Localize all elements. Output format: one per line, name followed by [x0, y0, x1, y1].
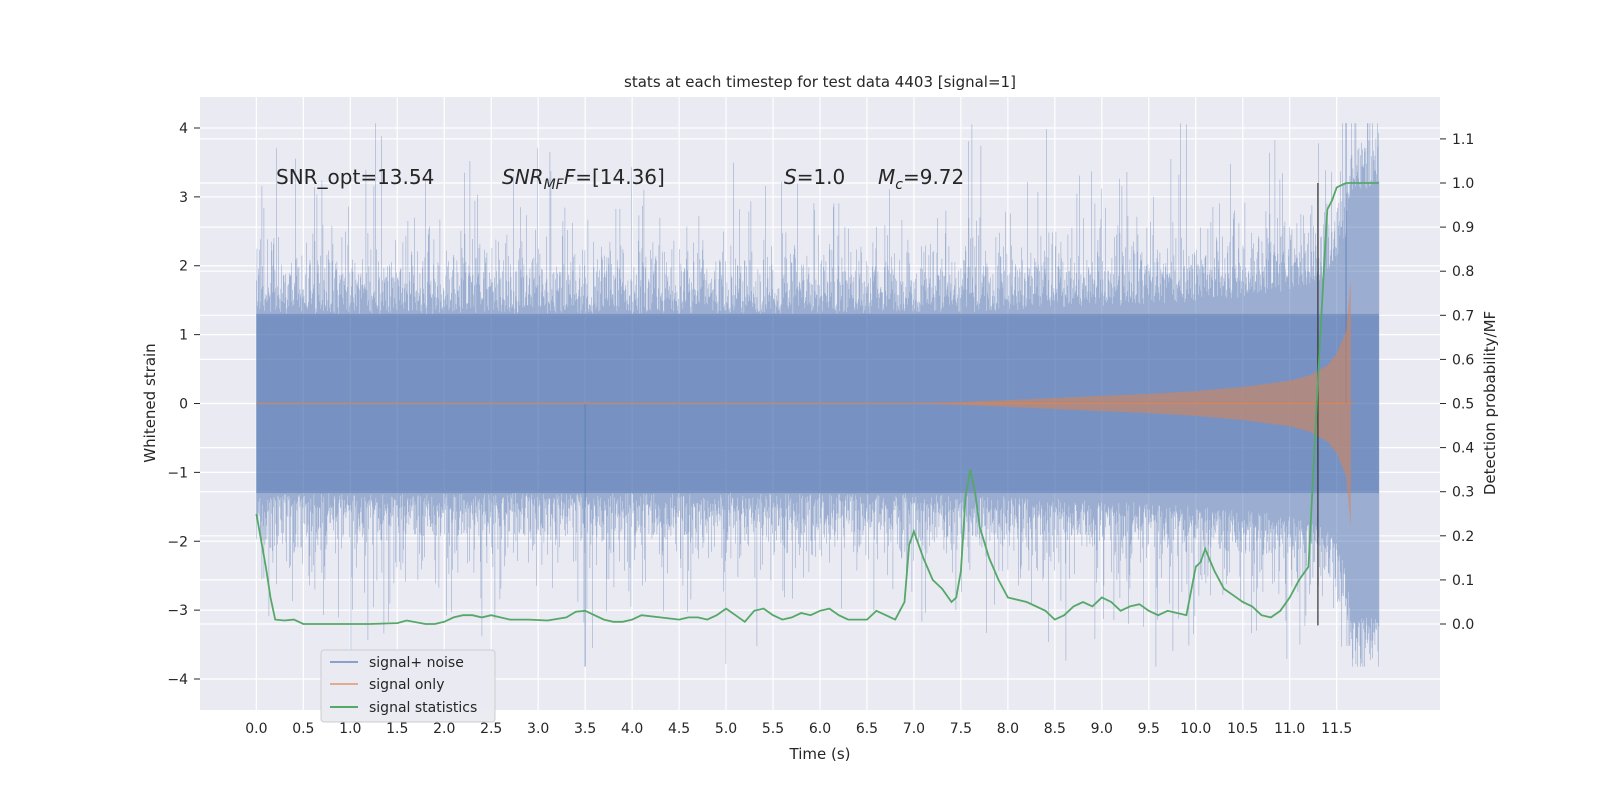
y2-tick-label: 0.0 — [1452, 617, 1474, 633]
legend-label-signal-only: signal only — [369, 677, 444, 693]
x-tick-label: 7.5 — [950, 721, 972, 737]
legend-box — [320, 649, 496, 723]
x-tick-label: 5.5 — [762, 721, 784, 737]
s-value: =1.0 — [797, 165, 846, 189]
x-tick-label: 3.5 — [574, 721, 596, 737]
x-tick-label: 0.5 — [292, 721, 314, 737]
signal-only-series — [256, 279, 1354, 528]
x-tick-label: 1.5 — [386, 721, 408, 737]
y-tick-label: 1 — [179, 328, 188, 344]
legend: signal+ noise signal only signal statist… — [320, 649, 496, 723]
y2-tick-label: 0.4 — [1452, 441, 1474, 457]
snr-mf-value: =[14.36] — [575, 165, 665, 189]
y-tick-label: −3 — [167, 603, 188, 619]
x-tick-label: 10.0 — [1180, 721, 1211, 737]
x-tick-label: 0.0 — [245, 721, 267, 737]
snr-mf-sub: MF — [544, 177, 565, 193]
legend-label-signal-noise: signal+ noise — [369, 655, 464, 671]
legend-label-signal-statistics: signal statistics — [369, 700, 477, 716]
y2-tick-label: 0.9 — [1452, 220, 1474, 236]
x-tick-label: 3.0 — [527, 721, 549, 737]
snr-mf-f: F — [564, 165, 576, 189]
s-main: S — [784, 165, 797, 189]
tick-labels: 0.0 0.5 1.0 1.5 2.0 2.5 3.0 3.5 4.0 4.5 5.0 5.5 6.0 6… — [167, 121, 1474, 737]
x-tick-label: 9.5 — [1138, 721, 1160, 737]
x-tick-label: 5.0 — [715, 721, 737, 737]
y2-tick-label: 1.0 — [1452, 176, 1474, 192]
signal-statistics-line — [255, 182, 1379, 625]
y2-tick-label: 0.5 — [1452, 397, 1474, 413]
y2-tick-label: 0.2 — [1452, 529, 1474, 545]
y2-tick-label: 0.7 — [1452, 308, 1474, 324]
snr-mf-main: SNR — [502, 165, 544, 189]
x-tick-label: 8.5 — [1044, 721, 1066, 737]
y2-tick-label: 0.1 — [1452, 573, 1474, 589]
y-tick-label: −4 — [167, 672, 188, 688]
x-tick-label: 6.0 — [809, 721, 831, 737]
mc-sub: c — [895, 177, 903, 193]
y-tick-label: 2 — [179, 259, 188, 275]
x-tick-label: 6.5 — [856, 721, 878, 737]
y2-tick-label: 0.8 — [1452, 264, 1474, 280]
x-tick-label: 2.5 — [480, 721, 502, 737]
mc-value: =9.72 — [903, 165, 964, 189]
y-tick-label: 3 — [179, 190, 188, 206]
mc-main: M — [878, 165, 895, 189]
x-tick-label: 10.5 — [1227, 721, 1258, 737]
x-tick-label: 1.0 — [339, 721, 361, 737]
x-axis-label: Time (s) — [789, 745, 851, 763]
x-tick-label: 7.0 — [903, 721, 925, 737]
x-tick-label: 2.0 — [433, 721, 455, 737]
annotation-snr-opt: SNR_opt=13.54 — [276, 165, 434, 189]
y-axis-label: Whitened strain — [141, 343, 159, 462]
y2-tick-label: 0.3 — [1452, 485, 1474, 501]
annotation-snr-mf: SNRMFF=[14.36] — [502, 165, 665, 193]
y-tick-label: −1 — [167, 465, 188, 481]
x-tick-label: 8.0 — [997, 721, 1019, 737]
x-tick-label: 11.5 — [1321, 721, 1352, 737]
annotation-mc: Mc=9.72 — [878, 165, 964, 193]
annotation-s: S=1.0 — [784, 165, 845, 189]
y2-axis-label: Detection probability/MF — [1481, 311, 1499, 495]
y-tick-label: 0 — [179, 397, 188, 413]
signal-statistics-series — [255, 182, 1379, 625]
y2-tick-label: 1.1 — [1452, 132, 1474, 148]
x-tick-label: 11.0 — [1274, 721, 1305, 737]
y-tick-label: −2 — [167, 534, 188, 550]
y2-tick-label: 0.6 — [1452, 352, 1474, 368]
x-tick-label: 9.0 — [1091, 721, 1113, 737]
x-tick-label: 4.5 — [668, 721, 690, 737]
chart-title: stats at each timestep for test data 440… — [624, 73, 1016, 91]
x-tick-label: 4.0 — [621, 721, 643, 737]
y-tick-label: 4 — [179, 121, 188, 137]
